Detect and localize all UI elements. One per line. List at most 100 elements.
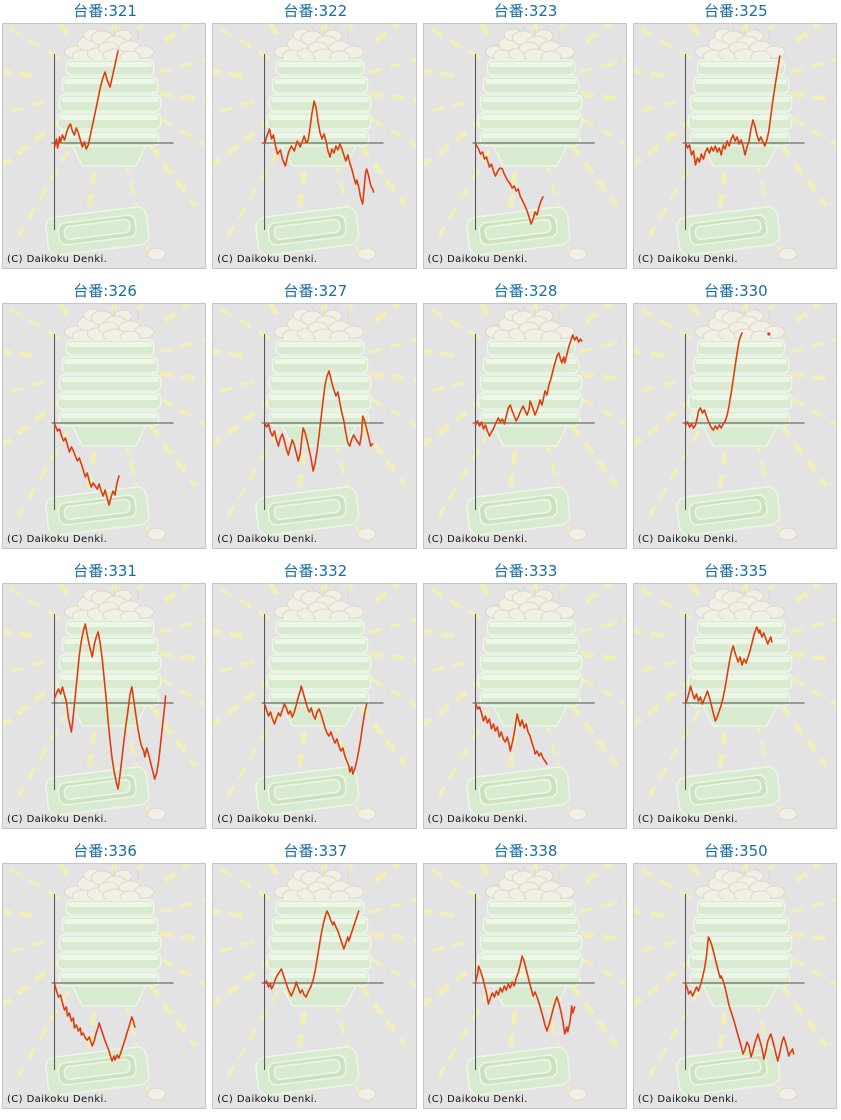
- machine-number-link[interactable]: 台番:330: [704, 282, 768, 300]
- tray-stack-icon: [477, 339, 582, 447]
- machine-number-link[interactable]: 台番:331: [73, 562, 137, 580]
- slump-line: [264, 370, 374, 472]
- slump-graph: [3, 304, 206, 541]
- tray-stack-icon: [687, 339, 793, 447]
- coin-pile-icon: [63, 586, 155, 624]
- machine-number-link[interactable]: 台番:338: [493, 842, 558, 860]
- machine-chart-cell: 台番:350: [631, 840, 841, 1120]
- tray-stack-icon: [477, 899, 582, 1007]
- machine-chart-cell: 台番:321: [0, 0, 210, 280]
- bottom-tray-icon: [255, 766, 360, 816]
- machine-number-link[interactable]: 台番:335: [704, 562, 768, 580]
- bottom-tray-icon: [45, 766, 150, 816]
- machine-chart-cell: 台番:327: [210, 280, 420, 560]
- tray-stack-icon: [56, 619, 162, 727]
- slump-line: [53, 50, 119, 150]
- machine-number-link[interactable]: 台番:323: [493, 2, 558, 20]
- machine-number-link[interactable]: 台番:332: [283, 562, 348, 580]
- machine-number-link[interactable]: 台番:333: [493, 562, 558, 580]
- machine-number-link[interactable]: 台番:350: [704, 842, 768, 860]
- copyright-label: (C) Daikoku Denki.: [427, 254, 528, 265]
- machine-number-link[interactable]: 台番:336: [73, 842, 137, 860]
- machine-number-link[interactable]: 台番:322: [283, 2, 348, 20]
- machine-number-link[interactable]: 台番:337: [283, 842, 348, 860]
- slump-line: [264, 100, 375, 205]
- coin-pile-icon: [694, 866, 785, 904]
- machine-number-link[interactable]: 台番:321: [73, 2, 137, 20]
- copyright-label: (C) Daikoku Denki.: [637, 534, 739, 545]
- pachinko-watermark: [3, 304, 206, 541]
- axes: [472, 614, 595, 790]
- slump-line: [53, 423, 120, 506]
- slump-graph-panel: (C) Daikoku Denki.: [422, 23, 627, 269]
- tray-stack-icon: [477, 619, 582, 727]
- machine-chart-cell: 台番:326: [0, 280, 210, 560]
- coin-pile-icon: [694, 26, 785, 64]
- coin-icon: [357, 1087, 377, 1101]
- bottom-tray-icon: [675, 486, 781, 536]
- machine-chart-cell: 台番:338: [421, 840, 631, 1120]
- pachinko-watermark: [423, 24, 626, 261]
- tray-stack-icon: [56, 59, 162, 167]
- coin-pile-icon: [484, 866, 575, 904]
- pachinko-watermark: [633, 304, 836, 541]
- coin-icon: [778, 247, 797, 261]
- slump-graph: [423, 864, 626, 1101]
- slump-line: [684, 626, 773, 722]
- copyright-label: (C) Daikoku Denki.: [637, 1094, 739, 1105]
- pachinko-watermark: [423, 584, 626, 821]
- slump-line: [684, 55, 781, 166]
- coin-pile-icon: [484, 26, 575, 64]
- slump-line: [264, 910, 360, 998]
- coin-icon: [567, 247, 587, 261]
- bottom-tray-icon: [255, 486, 360, 536]
- coin-icon: [778, 807, 797, 821]
- machine-number-link[interactable]: 台番:328: [493, 282, 558, 300]
- slump-graph-panel: (C) Daikoku Denki.: [2, 583, 207, 829]
- slump-graph-panel: (C) Daikoku Denki.: [2, 863, 207, 1109]
- machine-chart-cell: 台番:330: [631, 280, 841, 560]
- slump-line: [474, 702, 548, 765]
- coin-pile-icon: [484, 586, 575, 624]
- pachinko-watermark: [213, 24, 416, 261]
- slump-graph-panel: (C) Daikoku Denki.: [212, 863, 417, 1109]
- slump-graph: [633, 864, 836, 1101]
- machine-number-link[interactable]: 台番:326: [73, 282, 137, 300]
- slump-graph-panel: (C) Daikoku Denki.: [2, 23, 207, 269]
- slump-line: [53, 623, 167, 790]
- coin-icon: [147, 247, 167, 261]
- axes: [472, 54, 595, 230]
- slump-graph: [633, 584, 836, 821]
- coin-pile-icon: [484, 306, 575, 344]
- copyright-label: (C) Daikoku Denki.: [7, 254, 108, 265]
- machine-chart-cell: 台番:332: [210, 560, 420, 840]
- coin-pile-icon: [274, 26, 365, 64]
- tray-stack-icon: [267, 899, 372, 1007]
- copyright-label: (C) Daikoku Denki.: [427, 1094, 528, 1105]
- copyright-label: (C) Daikoku Denki.: [7, 1094, 108, 1105]
- bottom-tray-icon: [45, 1046, 150, 1096]
- machine-chart-cell: 台番:336: [0, 840, 210, 1120]
- coin-icon: [147, 527, 167, 541]
- copyright-label: (C) Daikoku Denki.: [217, 814, 318, 825]
- machine-chart-cell: 台番:322: [210, 0, 420, 280]
- slump-graph: [3, 584, 206, 821]
- machine-number-link[interactable]: 台番:327: [283, 282, 348, 300]
- bottom-tray-icon: [45, 206, 150, 256]
- pachinko-watermark: [633, 584, 836, 821]
- axes: [682, 894, 805, 1070]
- tray-stack-icon: [687, 619, 793, 727]
- coin-icon: [567, 1087, 587, 1101]
- machine-chart-cell: 台番:328: [421, 280, 631, 560]
- slump-graph-panel: (C) Daikoku Denki.: [2, 303, 207, 549]
- axes: [51, 334, 174, 510]
- axes: [51, 54, 174, 230]
- axes: [51, 894, 174, 1070]
- copyright-label: (C) Daikoku Denki.: [427, 814, 528, 825]
- copyright-label: (C) Daikoku Denki.: [217, 254, 318, 265]
- slump-line: [474, 143, 544, 225]
- slump-graph: [633, 24, 836, 261]
- machine-number-link[interactable]: 台番:325: [704, 2, 768, 20]
- coin-icon: [147, 807, 167, 821]
- bottom-tray-icon: [465, 206, 570, 256]
